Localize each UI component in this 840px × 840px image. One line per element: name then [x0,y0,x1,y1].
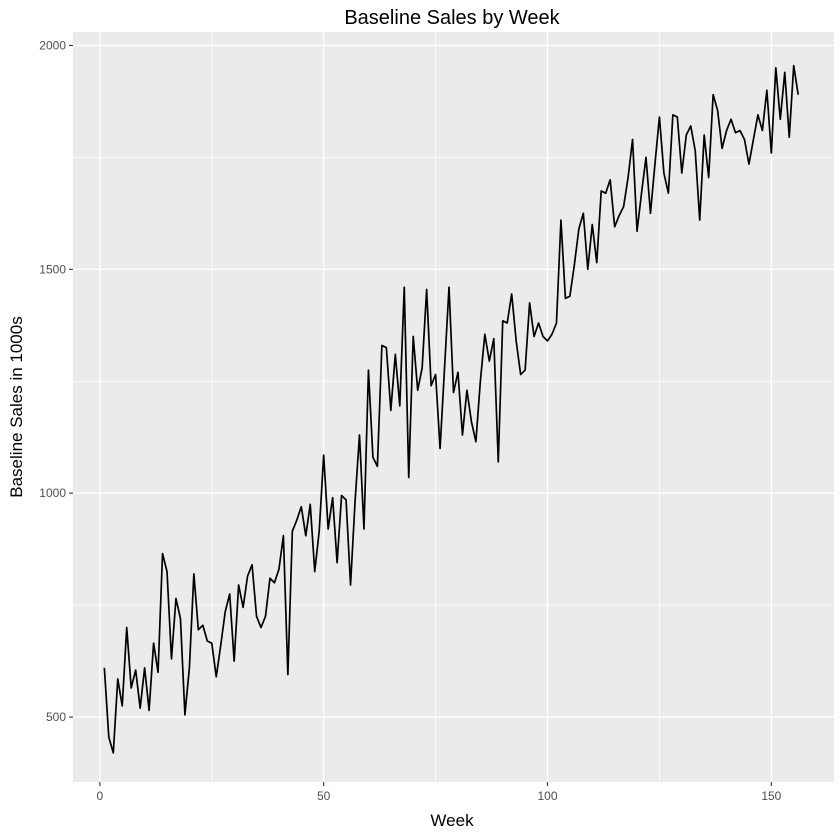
y-tick-label: 500 [46,710,66,724]
y-axis-label: Baseline Sales in 1000s [7,316,26,497]
plot-panel [73,32,834,782]
series-line [103,64,800,754]
x-tick-label: 100 [537,789,557,803]
y-tick-label: 1500 [39,262,66,276]
y-tick-label: 1000 [39,486,66,500]
x-tick-label: 150 [761,789,781,803]
x-axis-label: Week [430,811,474,830]
major-gridlines [73,32,834,782]
x-axis-ticks: 0 50 100 150 [97,782,782,803]
y-axis-ticks: 500 1000 1500 2000 [39,38,73,724]
x-tick-label: 0 [97,789,104,803]
chart-title: Baseline Sales by Week [344,7,560,29]
x-tick-label: 50 [317,789,331,803]
y-tick-label: 2000 [39,38,66,52]
